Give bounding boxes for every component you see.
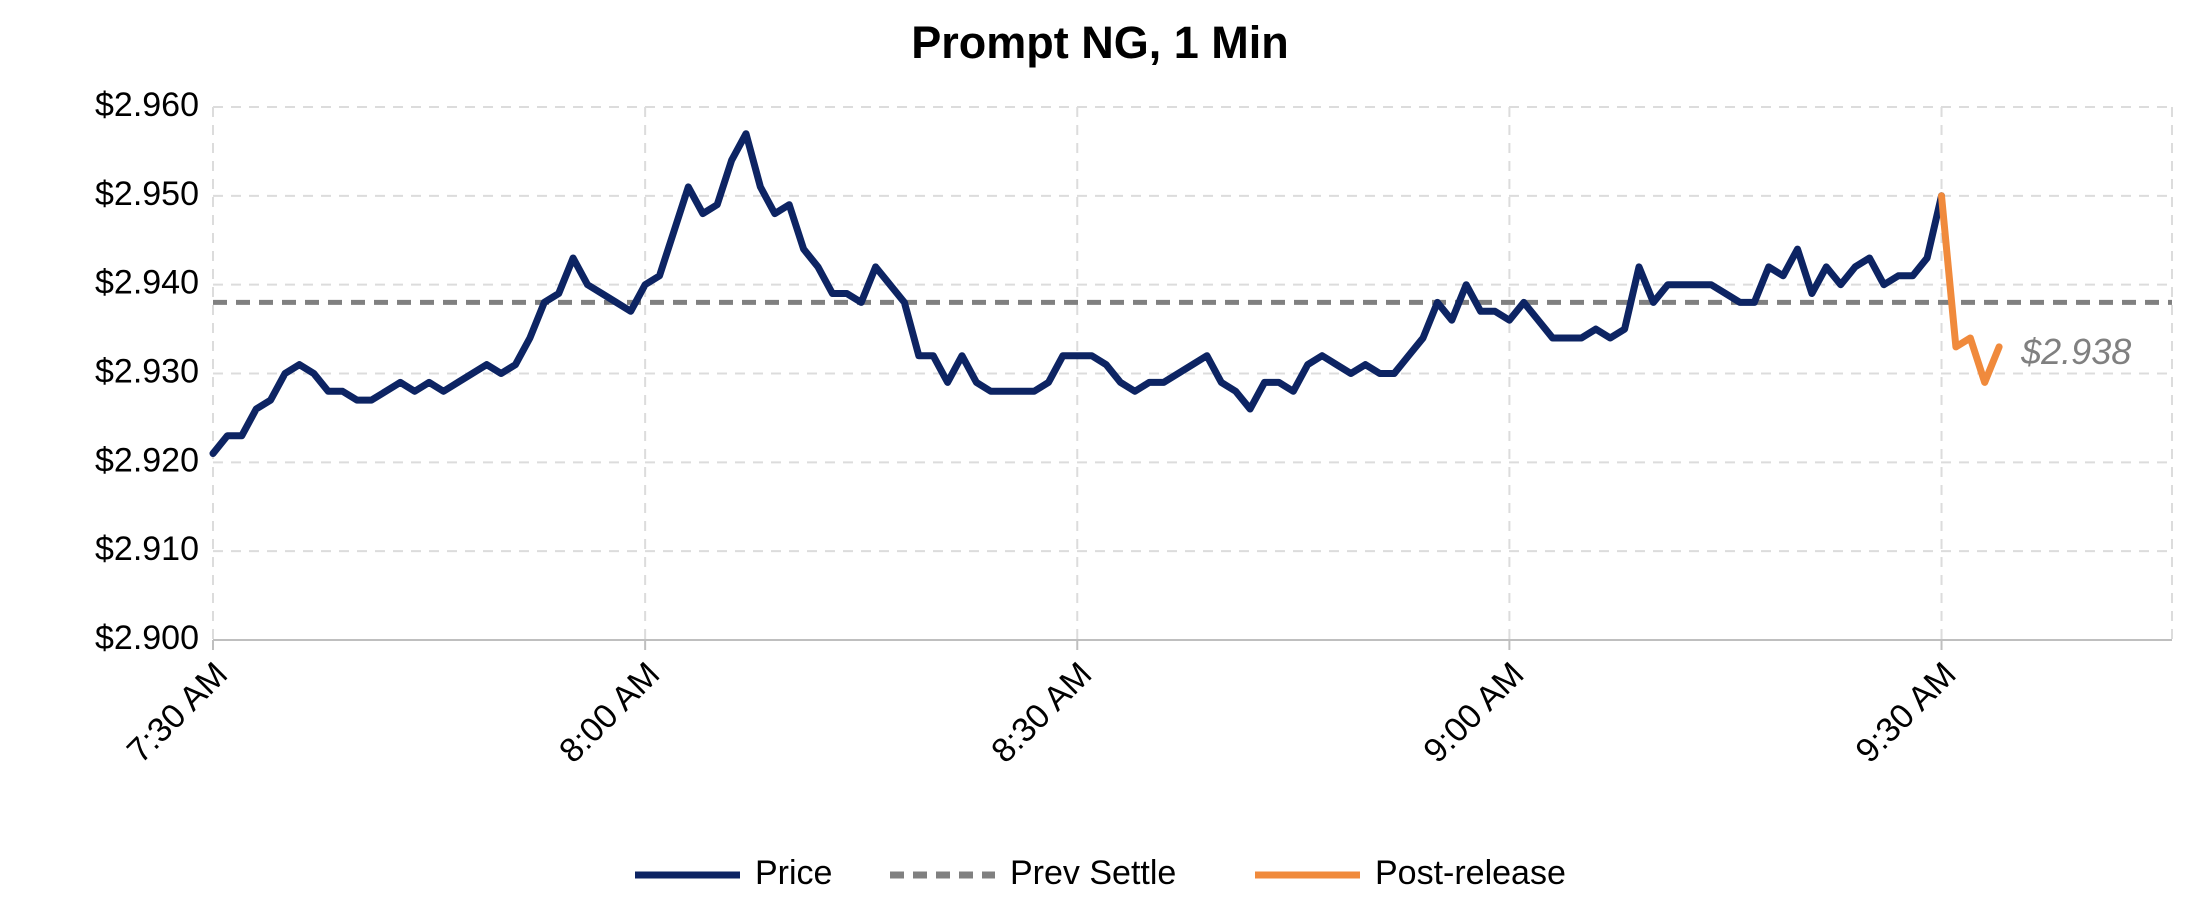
legend-label: Post-release bbox=[1375, 854, 1566, 892]
legend-label: Prev Settle bbox=[1010, 854, 1176, 892]
y-tick-label: $2.910 bbox=[95, 530, 199, 568]
chart-title: Prompt NG, 1 Min bbox=[911, 17, 1289, 68]
x-tick-label: 9:30 AM bbox=[1848, 655, 1963, 770]
y-tick-label: $2.950 bbox=[95, 175, 199, 213]
y-tick-label: $2.900 bbox=[95, 619, 199, 657]
y-tick-label: $2.920 bbox=[95, 441, 199, 479]
legend-label: Price bbox=[755, 854, 832, 892]
y-tick-label: $2.940 bbox=[95, 264, 199, 302]
series-line bbox=[1938, 192, 2003, 386]
series-line bbox=[209, 130, 1945, 457]
annotation: $2.938 bbox=[2020, 331, 2131, 372]
x-tick-label: 9:00 AM bbox=[1416, 655, 1531, 770]
y-tick-label: $2.960 bbox=[95, 86, 199, 124]
x-tick-label: 8:00 AM bbox=[552, 655, 667, 770]
x-tick-label: 7:30 AM bbox=[120, 655, 235, 770]
x-tick-label: 8:30 AM bbox=[984, 655, 1099, 770]
y-tick-label: $2.930 bbox=[95, 352, 199, 390]
